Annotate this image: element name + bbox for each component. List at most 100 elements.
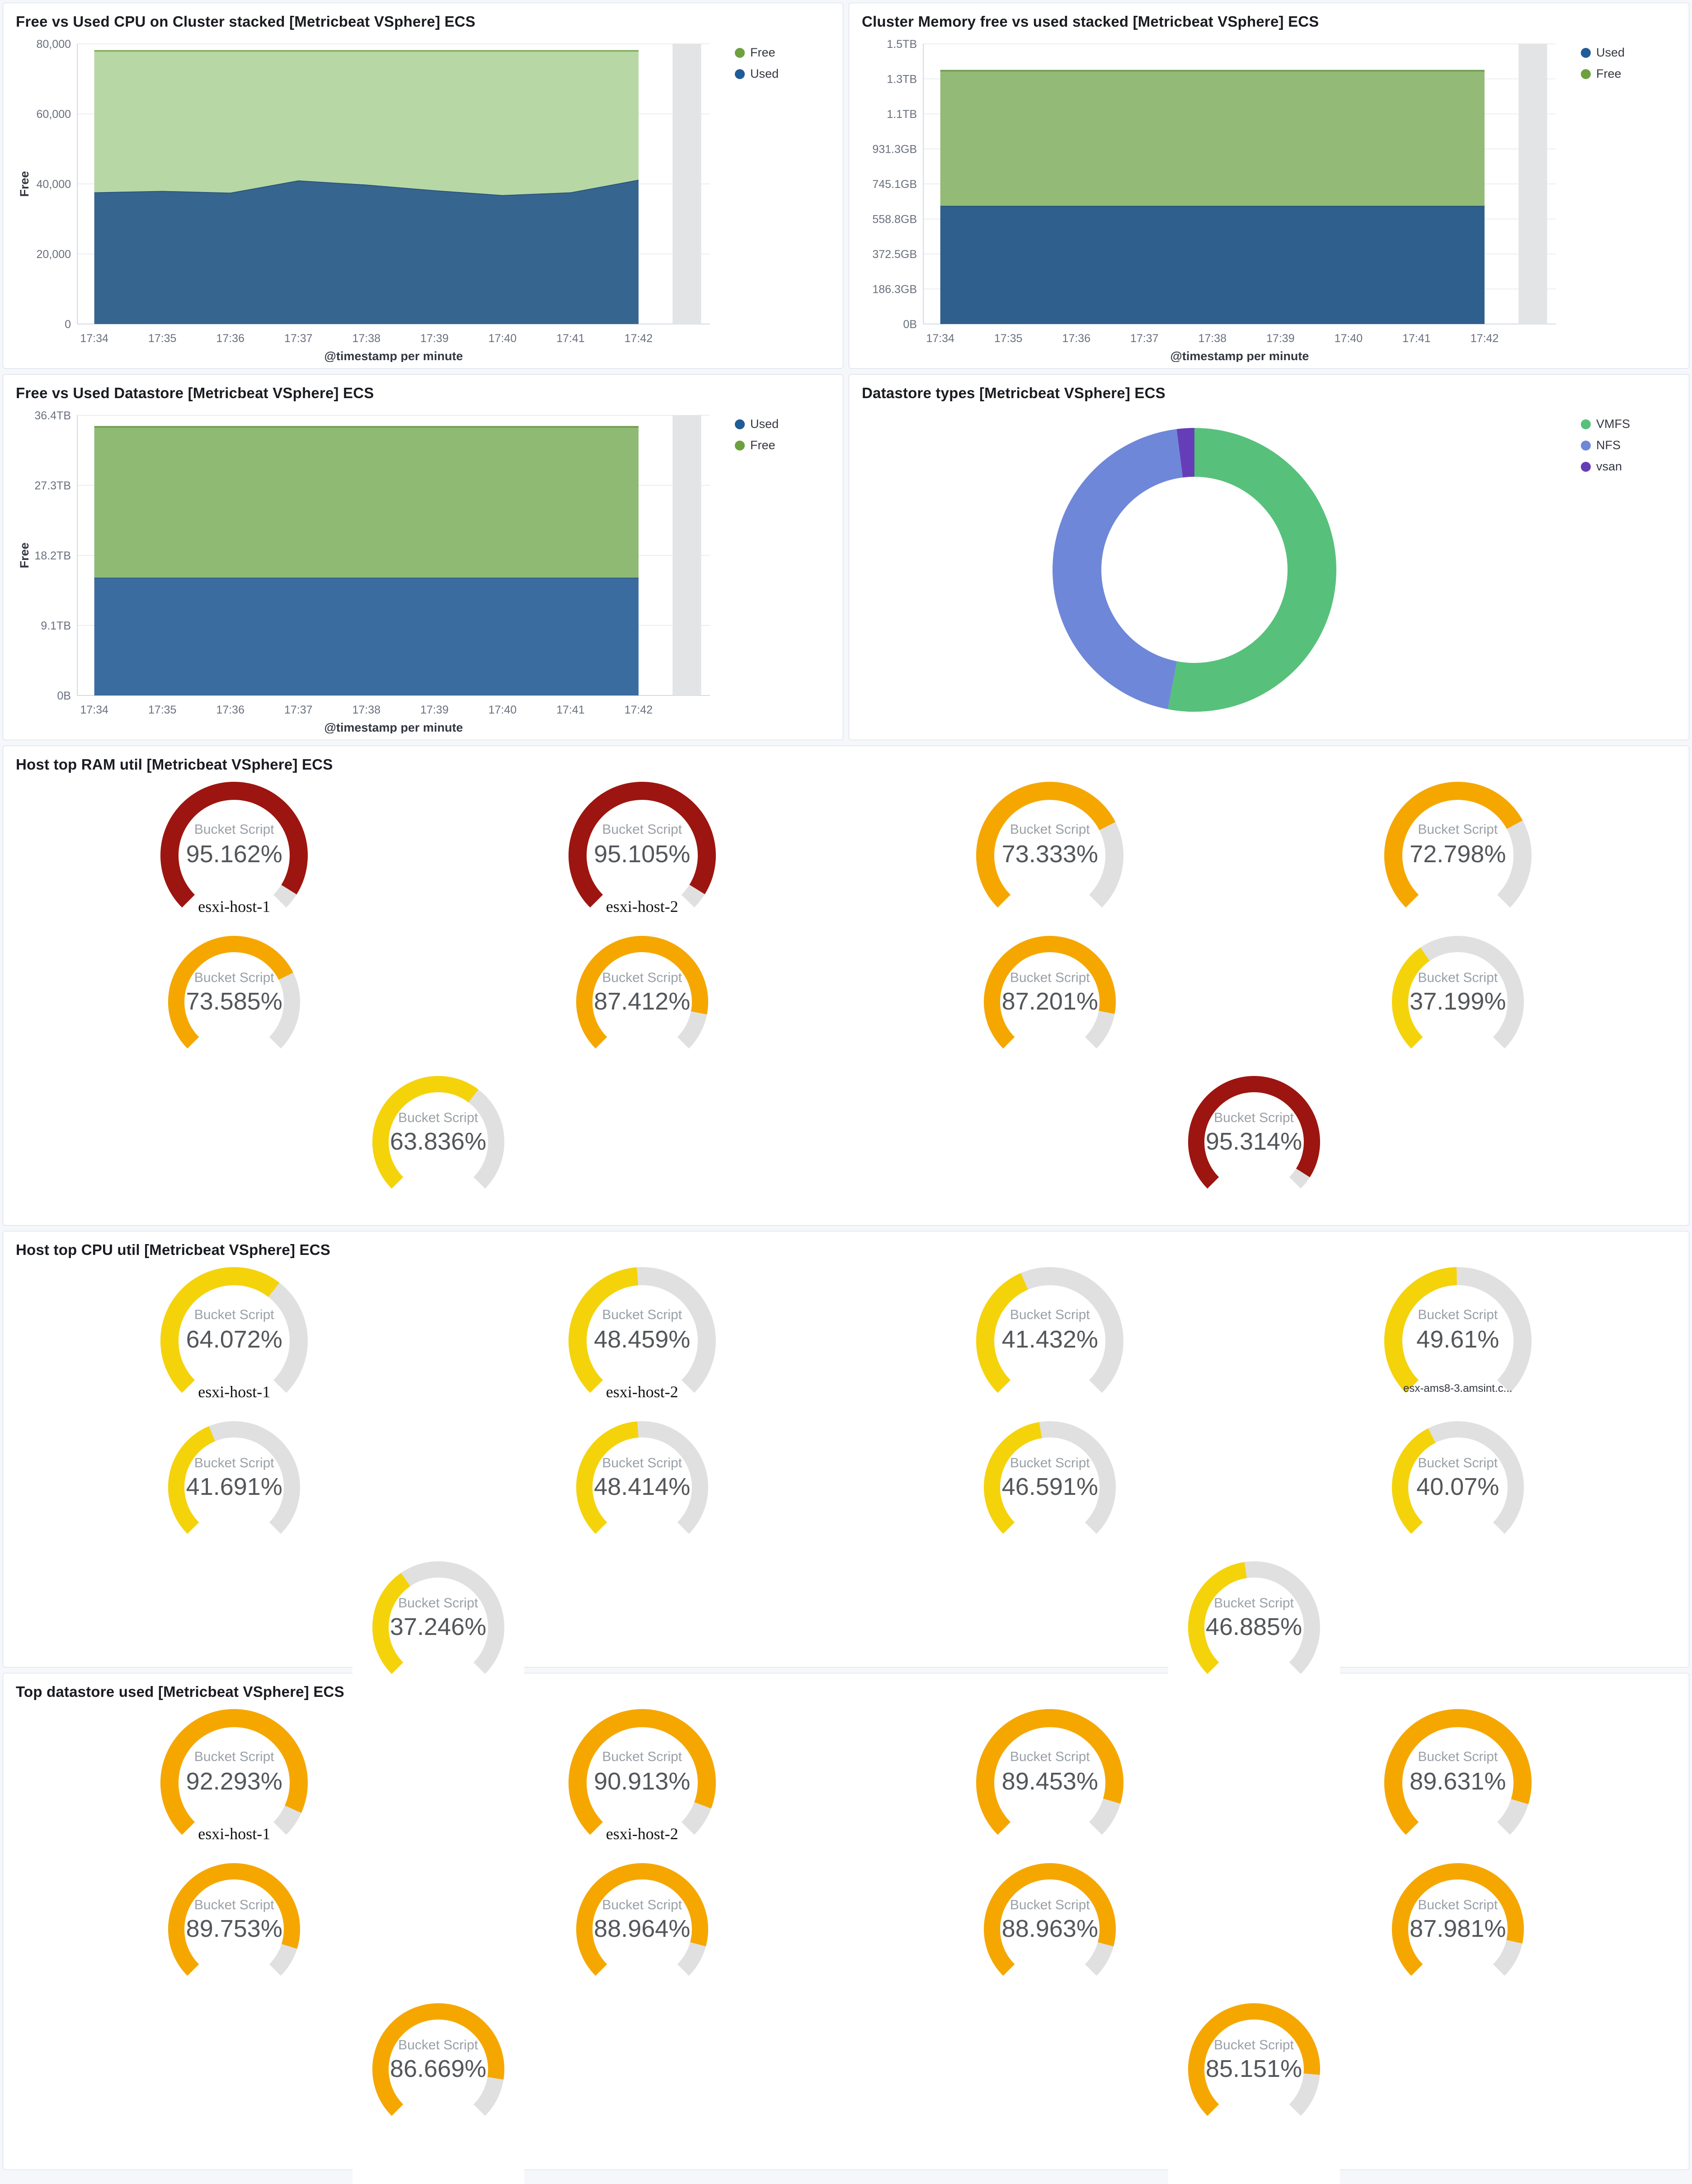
- gauge-arc: [372, 2003, 504, 2116]
- gauge-value: 48.414%: [594, 1473, 691, 1500]
- gauge-value: 37.246%: [390, 1613, 487, 1640]
- donut-slice-vsan[interactable]: [1176, 428, 1195, 478]
- panel-datastore-stacked: Free vs Used Datastore [Metricbeat VSphe…: [3, 374, 843, 740]
- svg-text:17:39: 17:39: [420, 704, 449, 716]
- gauge-value: 72.798%: [1410, 841, 1506, 868]
- legend-item-Free[interactable]: Free: [735, 46, 832, 60]
- gauge-metric-label: Bucket Script: [602, 1749, 682, 1764]
- gauge-arc: [568, 782, 716, 908]
- chart-legend: VMFS NFS vsan: [1581, 404, 1683, 733]
- gauge-arc: [168, 1863, 301, 1976]
- gauge-value: 89.753%: [186, 1915, 282, 1942]
- chart-wrap: 0 20,000 40,000 60,000 80,000 17:34 17:35 17:36…: [3, 32, 843, 362]
- panel-top-datastore-used: Top datastore used [Metricbeat VSphere] …: [3, 1673, 1689, 2184]
- chart-wrap: 0B 186.3GB 372.5GB 558.8GB 745.1GB 931.3GB 1.1…: [849, 32, 1689, 362]
- legend-label: Used: [750, 67, 779, 80]
- legend-item-Used[interactable]: Used: [1581, 46, 1678, 60]
- legend-dot-icon: [735, 69, 745, 79]
- svg-text:17:36: 17:36: [1062, 332, 1090, 345]
- gauge: Bucket Script 37.199%: [1372, 933, 1544, 1061]
- legend-item-VMFS[interactable]: VMFS: [1581, 417, 1678, 431]
- gauge: Bucket Script 85.151%: [1168, 2001, 1340, 2184]
- gauge: Bucket Script 41.432%: [955, 1265, 1145, 1406]
- svg-text:0B: 0B: [903, 318, 917, 331]
- legend-item-Free[interactable]: Free: [1581, 67, 1678, 81]
- gauge-value: 85.151%: [1205, 2055, 1302, 2082]
- svg-text:17:35: 17:35: [148, 332, 177, 345]
- donut-slice-VMFS[interactable]: [1168, 428, 1336, 712]
- gauge-metric-label: Bucket Script: [1010, 1456, 1090, 1470]
- gauge: Bucket Script 95.314%: [1168, 1073, 1340, 1201]
- gauge-value: 48.459%: [594, 1326, 691, 1353]
- area-series-Used: [940, 206, 1485, 324]
- gauge-metric-label: Bucket Script: [602, 1456, 682, 1470]
- legend-item-Used[interactable]: Used: [735, 67, 832, 81]
- panel-host-cpu-util: Host top CPU util [Metricbeat VSphere] E…: [3, 1231, 1689, 1742]
- memory-stacked-area-chart[interactable]: 0B 186.3GB 372.5GB 558.8GB 745.1GB 931.3GB 1.1…: [855, 32, 1579, 362]
- panel-datastore-types: Datastore types [Metricbeat VSphere] ECS…: [849, 374, 1689, 740]
- gauge-metric-label: Bucket Script: [602, 1307, 682, 1322]
- svg-text:1.3TB: 1.3TB: [887, 73, 917, 86]
- gauge-arc: [1384, 1267, 1532, 1393]
- gauge-value: 49.61%: [1416, 1326, 1499, 1353]
- legend-label: Free: [750, 46, 776, 59]
- svg-text:17:40: 17:40: [489, 704, 517, 716]
- gauge-value: 73.585%: [186, 988, 282, 1015]
- datastore-stacked-area-chart[interactable]: 0B 9.1TB 18.2TB 27.3TB 36.4TB 17:34 17:35 17:36…: [9, 404, 733, 733]
- legend-item-Free[interactable]: Free: [735, 438, 832, 452]
- gauge-arc: [1384, 782, 1532, 908]
- gauge-value: 89.631%: [1410, 1768, 1506, 1795]
- svg-text:60,000: 60,000: [37, 108, 71, 121]
- gauge-arc: [168, 936, 301, 1049]
- panel-title: Free vs Used Datastore [Metricbeat VSphe…: [16, 385, 374, 401]
- svg-text:17:38: 17:38: [352, 704, 381, 716]
- gauge-arc: [372, 1076, 504, 1189]
- gauge-arc: [1188, 1561, 1320, 1674]
- gauge: Bucket Script 73.585%: [148, 933, 320, 1061]
- datastore-gauge-grid: Bucket Script 92.293% esxi-host-1 Bucket Sc…: [3, 1702, 1689, 2184]
- gauge-value: 90.913%: [594, 1768, 691, 1795]
- svg-text:745.1GB: 745.1GB: [872, 178, 917, 191]
- cpu-stacked-area-chart[interactable]: 0 20,000 40,000 60,000 80,000 17:34 17:35 17:36…: [9, 32, 733, 362]
- legend-dot-icon: [735, 47, 745, 58]
- gauge-arc: [1384, 1709, 1532, 1835]
- gauge-arc: [160, 782, 308, 908]
- area-series-Used: [94, 578, 639, 695]
- svg-text:17:37: 17:37: [1130, 332, 1159, 345]
- gauge: Bucket Script 37.246%: [352, 1559, 524, 1742]
- gauge-host-label: esxi-host-2: [606, 897, 678, 916]
- gauge-arc: [1391, 936, 1524, 1049]
- gauge: Bucket Script 88.964%: [556, 1860, 728, 1988]
- legend-dot-icon: [1581, 440, 1591, 451]
- gauge-arc: [568, 1267, 716, 1393]
- gauge-metric-label: Bucket Script: [1010, 970, 1090, 985]
- gauge: Bucket Script 40.07%: [1372, 1418, 1544, 1546]
- legend-label: NFS: [1596, 438, 1621, 452]
- gauge-metric-label: Bucket Script: [194, 1456, 274, 1470]
- gauge-arc: [160, 1709, 308, 1835]
- svg-text:17:41: 17:41: [556, 332, 585, 345]
- svg-text:40,000: 40,000: [37, 178, 71, 191]
- legend-dot-icon: [735, 419, 745, 429]
- legend-label: VMFS: [1596, 417, 1631, 431]
- gauge-value: 88.963%: [1001, 1915, 1098, 1942]
- gauge: Bucket Script 41.691%: [148, 1418, 320, 1546]
- legend-item-vsan[interactable]: vsan: [1581, 460, 1678, 474]
- legend-item-Used[interactable]: Used: [735, 417, 832, 431]
- gauge-value: 40.07%: [1416, 1473, 1499, 1500]
- donut-slice-NFS[interactable]: [1053, 429, 1183, 709]
- svg-text:17:39: 17:39: [1266, 332, 1295, 345]
- gauge-metric-label: Bucket Script: [194, 822, 274, 837]
- gauge-host-label: esxi-host-1: [198, 897, 271, 916]
- gauge-value: 46.591%: [1001, 1473, 1098, 1500]
- svg-text:17:42: 17:42: [625, 704, 653, 716]
- legend-item-NFS[interactable]: NFS: [1581, 438, 1678, 452]
- svg-text:18.2TB: 18.2TB: [34, 550, 71, 562]
- gauge-arc: [168, 1421, 301, 1534]
- gauge-metric-label: Bucket Script: [1214, 2038, 1294, 2052]
- datastore-types-donut-chart[interactable]: [855, 404, 1533, 733]
- gauge-metric-label: Bucket Script: [1418, 970, 1498, 985]
- gauge: Bucket Script 87.412%: [556, 933, 728, 1061]
- gauge-esxi-host-1: Bucket Script 64.072% esxi-host-1: [139, 1265, 329, 1406]
